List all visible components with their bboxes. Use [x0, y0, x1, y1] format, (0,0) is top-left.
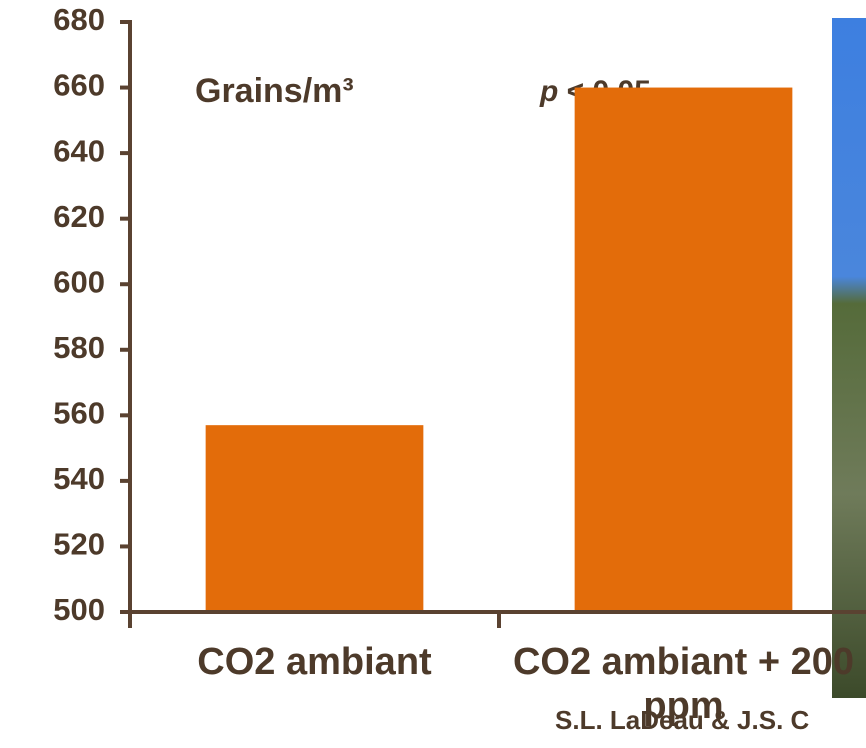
unit-label: Grains/m³: [195, 72, 354, 110]
y-tick-label: 620: [53, 199, 105, 234]
p-symbol: p: [539, 75, 558, 108]
y-tick-label: 500: [53, 592, 105, 627]
bar: [206, 425, 424, 612]
y-tick-label: 540: [53, 461, 105, 496]
y-tick-label: 600: [53, 264, 105, 299]
credit: S.L. LaDeau & J.S. C: [555, 705, 809, 736]
x-tick-label: CO2 ambiant: [135, 640, 495, 684]
page: Grains/m³ p < 0,05 500520540560580600620…: [0, 0, 866, 748]
y-tick-label: 520: [53, 527, 105, 562]
y-tick-label: 580: [53, 330, 105, 365]
y-tick-label: 680: [53, 2, 105, 37]
y-tick-label: 560: [53, 396, 105, 431]
y-tick-label: 660: [53, 68, 105, 103]
photo: [832, 18, 866, 698]
y-tick-label: 640: [53, 133, 105, 168]
chart: Grains/m³ p < 0,05 500520540560580600620…: [0, 0, 866, 748]
bar: [575, 88, 793, 612]
